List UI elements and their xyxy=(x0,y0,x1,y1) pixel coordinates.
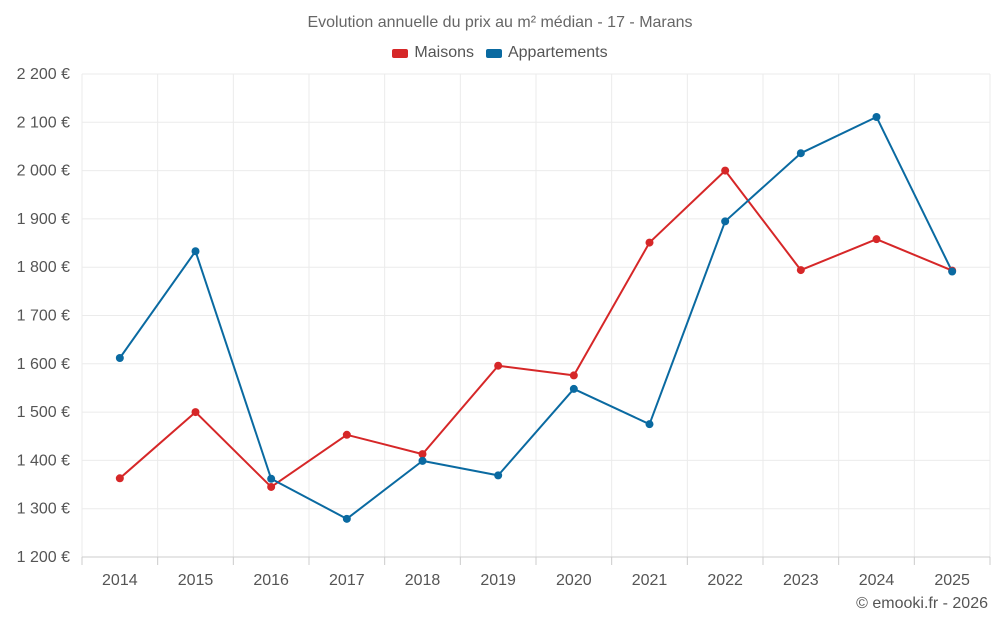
data-point-appartements xyxy=(494,471,503,480)
y-tick-label: 1 900 € xyxy=(17,211,70,228)
legend-label-maisons: Maisons xyxy=(414,44,474,61)
y-tick-label: 2 000 € xyxy=(17,163,70,180)
y-tick-label: 2 200 € xyxy=(17,66,70,83)
data-point-maisons xyxy=(494,361,503,370)
y-tick-label: 1 600 € xyxy=(17,356,70,373)
data-point-maisons xyxy=(418,450,427,459)
legend-swatch-appartements xyxy=(485,48,502,58)
x-tick-label: 2016 xyxy=(253,572,289,589)
data-point-maisons xyxy=(342,430,351,439)
data-point-maisons xyxy=(796,266,805,275)
y-tick-label: 1 200 € xyxy=(17,549,70,566)
series-line-appartements xyxy=(119,115,954,520)
data-point-maisons xyxy=(872,235,881,244)
y-tick-label: 1 500 € xyxy=(17,404,70,421)
data-point-appartements xyxy=(115,354,124,363)
legend-swatch-maisons xyxy=(392,48,409,58)
data-point-appartements xyxy=(796,149,805,158)
x-tick-label: 2023 xyxy=(783,572,819,589)
data-point-appartements xyxy=(267,474,276,483)
data-point-maisons xyxy=(645,238,654,247)
data-point-appartements xyxy=(191,247,200,256)
x-tick-label: 2024 xyxy=(859,572,895,589)
data-point-appartements xyxy=(342,514,351,523)
data-point-appartements xyxy=(569,384,578,393)
x-tick-label: 2025 xyxy=(934,572,970,589)
data-point-appartements xyxy=(645,420,654,429)
y-tick-label: 1 800 € xyxy=(17,259,70,276)
x-tick-label: 2019 xyxy=(480,572,516,589)
data-point-maisons xyxy=(721,166,730,175)
series-line-maisons xyxy=(119,169,953,488)
x-tick-label: 2022 xyxy=(707,572,743,589)
data-point-maisons xyxy=(115,474,124,483)
data-point-appartements xyxy=(721,217,730,226)
x-tick-label: 2018 xyxy=(405,572,441,589)
x-tick-label: 2017 xyxy=(329,572,365,589)
legend-item-appartements[interactable]: Appartements xyxy=(485,44,608,62)
legend: Maisons Appartements xyxy=(0,44,1000,62)
credit-text: © emooki.fr - 2026 xyxy=(856,595,988,612)
x-tick-label: 2015 xyxy=(178,572,214,589)
y-tick-label: 1 400 € xyxy=(17,452,70,469)
y-tick-label: 2 100 € xyxy=(17,114,70,131)
data-point-maisons xyxy=(569,371,578,380)
data-point-appartements xyxy=(948,267,957,276)
x-tick-label: 2014 xyxy=(102,572,138,589)
legend-label-appartements: Appartements xyxy=(507,44,608,61)
data-point-appartements xyxy=(872,112,881,121)
data-point-maisons xyxy=(191,408,200,417)
legend-item-maisons[interactable]: Maisons xyxy=(392,44,474,62)
data-point-appartements xyxy=(418,456,427,465)
x-tick-label: 2021 xyxy=(632,572,668,589)
data-point-maisons xyxy=(267,482,276,491)
y-tick-label: 1 700 € xyxy=(17,308,70,325)
chart-title: Evolution annuelle du prix au m² médian … xyxy=(307,14,693,31)
y-tick-label: 1 300 € xyxy=(17,501,70,518)
x-tick-label: 2020 xyxy=(556,572,592,589)
